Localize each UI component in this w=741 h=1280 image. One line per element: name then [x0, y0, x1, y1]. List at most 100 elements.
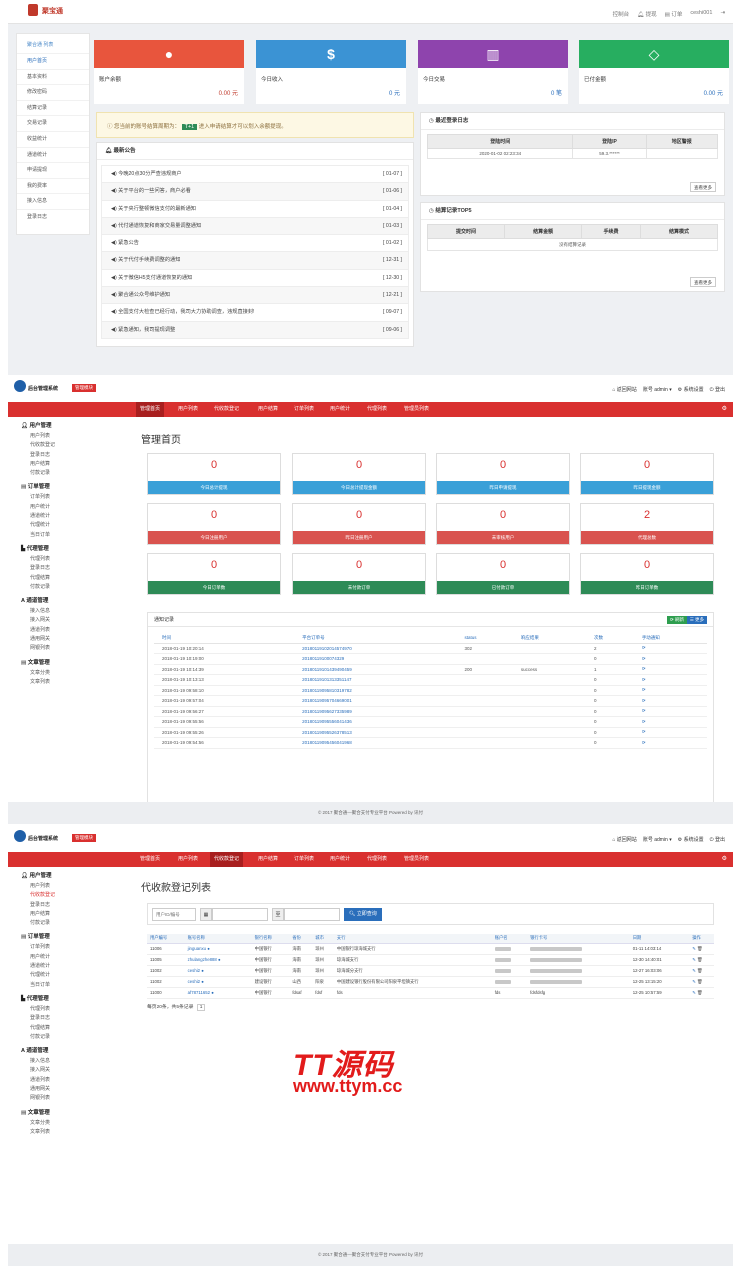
sidebar-item[interactable]: 登录日志: [30, 901, 51, 908]
sidebar-item[interactable]: 用户首页: [17, 53, 89, 69]
resend-icon[interactable]: ⟳: [633, 664, 707, 675]
order-link[interactable]: 20180119095704669001: [294, 695, 457, 707]
sidebar-item[interactable]: 订单列表: [30, 944, 51, 951]
sidebar-item[interactable]: 通道统计: [30, 963, 51, 970]
sidebar-item[interactable]: 登录日志: [30, 1015, 51, 1022]
order-link[interactable]: 20180119102014574970: [294, 643, 457, 654]
sidebar-item[interactable]: 付款记录: [30, 470, 51, 477]
notice-item[interactable]: ◀︎) 紧急通知，我司提现调整 [ 09-06 ]: [101, 321, 409, 339]
sidebar-item[interactable]: 代收款登记: [30, 892, 56, 899]
notice-item[interactable]: ◀︎) 代付通道恢复和商家交易量调整通知 [ 01-03 ]: [101, 217, 409, 236]
notice-text[interactable]: ◀︎) 关于代付手续费调整的通知: [111, 257, 181, 264]
sidebar-item[interactable]: 登录日志: [30, 451, 51, 458]
notice-text[interactable]: ◀︎) 今晚20点30分严查违规商户: [111, 171, 182, 177]
sidebar-item[interactable]: 代理统计: [30, 972, 51, 979]
sidebar-item[interactable]: 通道列表: [30, 626, 51, 633]
home-link[interactable]: ⌂ 返回网站: [612, 387, 637, 393]
notice-text[interactable]: ◀︎) 紧急公告: [111, 240, 139, 247]
account-link[interactable]: jinguanxu ●: [184, 943, 252, 955]
sidebar-section[interactable]: ▙ 代理管理: [21, 545, 49, 552]
nav-tab[interactable]: 管理首页: [140, 856, 161, 862]
sidebar-item[interactable]: 文章列表: [30, 678, 51, 685]
top-link[interactable]: 控制台: [612, 12, 630, 18]
notice-text[interactable]: ◀︎) 代付通道恢复和商家交易量调整通知: [111, 222, 202, 229]
order-link[interactable]: 20180119101313351147: [294, 674, 457, 686]
settings-link[interactable]: ⚙ 系统设置: [677, 837, 704, 843]
delete-icon[interactable]: 🗑︎: [697, 967, 703, 973]
nav-tab[interactable]: 代收款登记: [210, 852, 244, 867]
sidebar-item[interactable]: 交易记录: [17, 115, 89, 131]
delete-icon[interactable]: 🗑︎: [697, 978, 703, 984]
sidebar-section[interactable]: ▙ 代理管理: [21, 995, 49, 1002]
pager-page-1[interactable]: 1: [196, 1004, 206, 1011]
sidebar-item[interactable]: 文章分类: [30, 669, 51, 676]
sidebar-item[interactable]: 用户统计: [30, 503, 51, 510]
refresh-button[interactable]: ⟳ 刷新: [666, 616, 687, 624]
edit-icon[interactable]: ✎: [692, 989, 696, 995]
nav-tab[interactable]: 用户结算: [258, 856, 279, 862]
notice-item[interactable]: ◀︎) 关于微信H5支付通道恢复的通知 [ 12-30 ]: [101, 269, 409, 288]
nav-tab[interactable]: 订单列表: [294, 406, 315, 412]
sidebar-item[interactable]: 我的费率: [17, 177, 89, 194]
sidebar-item[interactable]: 当日订单: [30, 531, 51, 538]
nav-tab[interactable]: 代理列表: [367, 406, 388, 412]
sidebar-item[interactable]: 订单列表: [30, 494, 51, 501]
notice-item[interactable]: ◀︎) 关于平台的一些问答，商户必看 [ 01-06 ]: [101, 183, 409, 201]
notice-text[interactable]: ◀︎) 紧急通知，我司提现调整: [111, 326, 176, 333]
sidebar-item[interactable]: 网银列表: [30, 1095, 51, 1102]
sidebar-section[interactable]: 👤︎ 用户管理: [21, 423, 52, 429]
order-link[interactable]: 20180119100074329: [294, 653, 457, 665]
sidebar-item[interactable]: 用户结算: [30, 460, 51, 467]
order-link[interactable]: 20180119095556041436: [294, 716, 457, 728]
home-link[interactable]: ⌂ 返回网站: [612, 837, 637, 843]
sidebar-item[interactable]: 通道统计: [17, 146, 89, 163]
notice-text[interactable]: ◀︎) 关于央行整顿微信支付的最新通知: [111, 205, 196, 212]
delete-icon[interactable]: 🗑︎: [697, 945, 703, 951]
sidebar-item[interactable]: 通道列表: [30, 1076, 51, 1083]
sidebar-item[interactable]: 通用网关: [30, 1086, 51, 1093]
nav-tab[interactable]: 管理首页: [136, 402, 165, 417]
sidebar-section[interactable]: A 通道管理: [21, 1048, 49, 1055]
sidebar-item[interactable]: 用户结算: [30, 910, 51, 917]
sidebar-section[interactable]: ▤ 订单管理: [21, 934, 50, 941]
notice-text[interactable]: ◀︎) 聚合通公众号维护通知: [111, 292, 171, 299]
delete-icon[interactable]: 🗑︎: [697, 989, 703, 995]
sidebar-section[interactable]: ▤ 订单管理: [21, 484, 50, 491]
sidebar-section[interactable]: 👤︎ 用户管理: [21, 873, 52, 879]
sidebar-item[interactable]: 文章分类: [30, 1119, 51, 1126]
order-link[interactable]: 20180119095526378513: [294, 727, 457, 738]
sidebar-section[interactable]: ▤ 文章管理: [21, 1109, 50, 1116]
user-id-input[interactable]: [152, 908, 196, 921]
account-link[interactable]: ceshi2 ●: [184, 965, 252, 977]
account-menu[interactable]: 账号 admin ▾: [642, 387, 672, 393]
sidebar-item[interactable]: 通道统计: [30, 513, 51, 520]
resend-icon[interactable]: ⟳: [633, 727, 707, 738]
nav-tab[interactable]: 用户结算: [258, 406, 279, 412]
notice-text[interactable]: ◀︎) 全国支付大检查已经行动，我司大力协助调查，违规直接封!: [111, 309, 255, 316]
search-button[interactable]: 🔍︎ 立即查询: [344, 908, 382, 921]
resend-icon[interactable]: ⟳: [633, 674, 707, 686]
resend-icon[interactable]: ⟳: [633, 643, 707, 654]
settle-more-button[interactable]: 查看更多: [690, 277, 716, 287]
notice-item[interactable]: ◀︎) 全国支付大检查已经行动，我司大力协助调查，违规直接封! [ 09-07 ]: [101, 304, 409, 322]
sidebar-item[interactable]: 代理统计: [30, 522, 51, 529]
resend-icon[interactable]: ⟳: [633, 653, 707, 665]
more-button[interactable]: ☰ 更多: [686, 616, 707, 624]
sidebar-item[interactable]: 当日订单: [30, 981, 51, 988]
notice-item[interactable]: ◀︎) 关于央行整顿微信支付的最新通知 [ 01-04 ]: [101, 200, 409, 218]
logout-link[interactable]: ⏻ 登出: [709, 387, 725, 393]
account-menu[interactable]: 账号 admin ▾: [642, 837, 672, 843]
order-link[interactable]: 20180119095456041968: [294, 737, 457, 749]
top-link[interactable]: 🔔︎ 提现: [637, 12, 657, 18]
account-link[interactable]: ceshi2 ●: [184, 976, 252, 988]
nav-tab[interactable]: 用户统计: [330, 406, 351, 412]
sidebar-item[interactable]: 收益统计: [17, 130, 89, 147]
sidebar-item[interactable]: 付款记录: [30, 583, 51, 590]
start-date-input[interactable]: [212, 908, 268, 921]
sidebar-item[interactable]: 修改密码: [17, 84, 89, 100]
sidebar-item[interactable]: 网银列表: [30, 645, 51, 652]
nav-tab[interactable]: 用户列表: [178, 856, 199, 862]
order-link[interactable]: 20180119095627335989: [294, 706, 457, 717]
edit-icon[interactable]: ✎: [692, 978, 696, 984]
notice-item[interactable]: ◀︎) 关于代付手续费调整的通知 [ 12-31 ]: [101, 252, 409, 270]
